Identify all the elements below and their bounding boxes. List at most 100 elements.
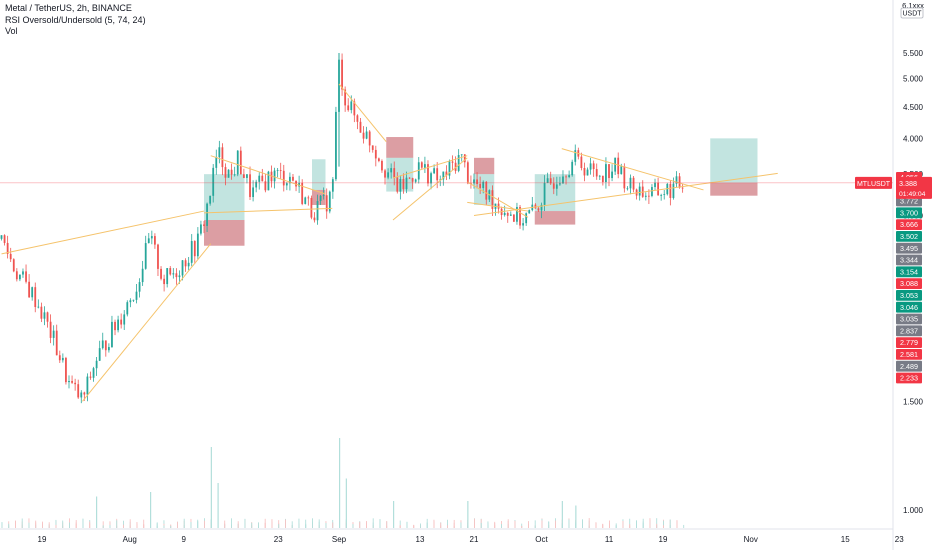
- candle-body: [657, 182, 659, 196]
- volume-bar: [602, 523, 604, 528]
- candle-body: [571, 161, 574, 176]
- price-tag[interactable]: [896, 349, 922, 360]
- candle-body: [632, 177, 635, 190]
- price-tag[interactable]: [896, 360, 922, 372]
- price-tag[interactable]: [896, 266, 922, 278]
- trendline[interactable]: [1, 210, 205, 255]
- candle-body: [138, 282, 141, 292]
- time-tick-label: 15: [841, 535, 850, 544]
- price-tag-label: 3.154: [900, 267, 918, 276]
- price-tag[interactable]: [896, 337, 922, 348]
- volume-bar: [609, 520, 610, 528]
- volume-bar: [109, 521, 111, 528]
- volume-bar: [123, 524, 124, 528]
- trendline[interactable]: [203, 207, 333, 214]
- price-tag[interactable]: [896, 301, 922, 313]
- candle-body: [451, 161, 454, 163]
- candle-body: [583, 168, 586, 176]
- symbol-tag-label: MTLUSDT: [857, 181, 891, 188]
- candle-body: [255, 181, 258, 188]
- price-tag[interactable]: [896, 325, 922, 337]
- volume-bar: [170, 525, 172, 528]
- trendline[interactable]: [473, 172, 778, 216]
- candle-body: [3, 235, 6, 243]
- candle-body: [414, 179, 417, 182]
- volume-bar: [136, 525, 138, 528]
- candle-body: [184, 260, 187, 267]
- trendline[interactable]: [561, 148, 704, 191]
- candle-body: [175, 273, 178, 278]
- candle-body: [285, 183, 288, 186]
- loss-zone[interactable]: [386, 137, 414, 158]
- candle-body: [80, 392, 83, 398]
- candle-body: [160, 268, 162, 279]
- price-tag[interactable]: [896, 207, 922, 219]
- candle-body: [555, 184, 558, 189]
- volume-bar: [629, 518, 631, 528]
- candle-body: [644, 195, 647, 197]
- currency-badge-label: USDT: [902, 11, 922, 18]
- trendline[interactable]: [210, 155, 326, 195]
- candle-body: [129, 300, 132, 303]
- loss-zone[interactable]: [534, 211, 576, 225]
- volume-bar: [312, 521, 313, 528]
- candle-body: [187, 262, 190, 267]
- volume-bar: [534, 520, 536, 528]
- volume-bar: [622, 520, 624, 528]
- candle-body: [546, 178, 549, 183]
- candle-body: [273, 170, 276, 182]
- candle-body: [568, 175, 571, 178]
- trendline[interactable]: [338, 83, 387, 143]
- candle-body: [58, 355, 61, 361]
- profit-zone[interactable]: [710, 138, 758, 183]
- price-tag[interactable]: [896, 372, 922, 384]
- loss-zone[interactable]: [710, 182, 758, 196]
- trendline[interactable]: [466, 181, 529, 218]
- trendline[interactable]: [392, 157, 468, 221]
- price-tag[interactable]: [896, 219, 922, 230]
- loss-zone[interactable]: [312, 189, 326, 205]
- volume-bar: [480, 522, 482, 528]
- trendline[interactable]: [82, 243, 212, 402]
- candle-body: [497, 203, 500, 209]
- candle-body: [396, 177, 399, 192]
- volume-bar: [332, 522, 334, 528]
- volume-bar: [683, 524, 685, 528]
- volume-bar: [258, 522, 259, 528]
- price-tag-label: 3.344: [900, 256, 918, 265]
- volume-bar: [467, 501, 469, 528]
- time-tick-label: 23: [895, 535, 904, 544]
- price-tag-label: 2.837: [900, 326, 918, 335]
- volume-bar: [62, 520, 64, 528]
- candle-body: [193, 241, 196, 257]
- candle-body: [9, 253, 12, 260]
- candle-body: [601, 175, 604, 183]
- candle-body: [647, 195, 650, 197]
- price-tag[interactable]: [896, 278, 922, 289]
- loss-zone[interactable]: [474, 157, 495, 175]
- candle-body: [424, 164, 426, 168]
- candle-body: [463, 154, 466, 163]
- profit-zone[interactable]: [312, 159, 326, 190]
- trendline[interactable]: [392, 155, 468, 179]
- price-tag[interactable]: [896, 231, 922, 242]
- volume-bar: [568, 519, 570, 528]
- loss-zone[interactable]: [204, 219, 245, 246]
- volume-bar: [8, 523, 10, 528]
- current-price-tag[interactable]: [896, 176, 932, 199]
- candle-body: [592, 163, 595, 170]
- price-tick-label: 4.500: [903, 103, 924, 112]
- price-tag[interactable]: [896, 254, 922, 266]
- currency-badge[interactable]: [900, 7, 924, 19]
- volume-bar: [548, 521, 550, 528]
- price-tag[interactable]: [896, 290, 922, 301]
- indicator-label: RSI Oversold/Undersold (5, 74, 24): [5, 14, 146, 25]
- candle-body: [611, 171, 613, 179]
- time-tick-label: Sep: [332, 535, 347, 544]
- candle-body: [476, 179, 478, 184]
- price-tag[interactable]: [896, 242, 922, 254]
- candle-body: [516, 207, 518, 222]
- price-tag[interactable]: [896, 313, 922, 325]
- symbol-tag[interactable]: [855, 176, 892, 189]
